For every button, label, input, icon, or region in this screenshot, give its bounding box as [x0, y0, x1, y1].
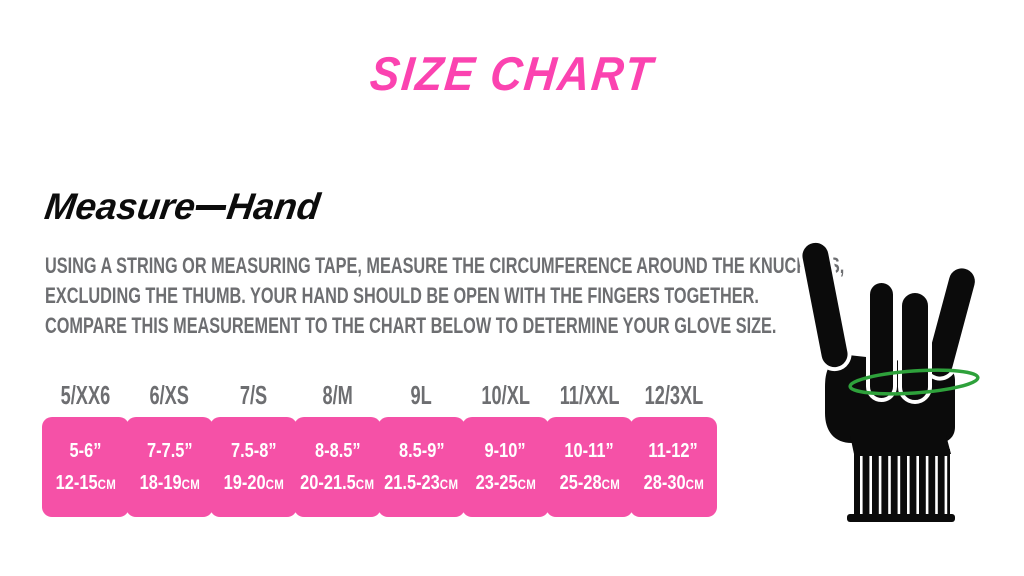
size-chart-table: 5/XX6 5-6” 12-15CM 6/XS 7-7.5” 18-19CM 7…	[42, 380, 717, 517]
brush-stroke-connector	[195, 205, 227, 210]
size-cell: 7.5-8” 19-20CM	[210, 417, 297, 517]
inches-range: 7.5-8”	[230, 439, 277, 462]
size-cell: 7-7.5” 18-19CM	[126, 417, 213, 517]
cuff-band	[847, 514, 955, 522]
pinky-finger	[922, 264, 979, 381]
size-label: 12/3XL	[644, 380, 703, 410]
size-label: 9L	[410, 380, 433, 410]
cuff-ribbing	[860, 456, 948, 515]
size-cell: 5-6” 12-15CM	[42, 417, 129, 517]
measure-hand-heading: Measure Hand	[42, 186, 323, 228]
cm-range: 20-21.5CM	[300, 471, 375, 494]
measure-hand-word-1: Measure	[42, 186, 199, 227]
inches-range: 5-6”	[69, 439, 102, 462]
index-finger	[798, 238, 852, 372]
size-cell: 8.5-9” 21.5-23CM	[378, 417, 465, 517]
size-label: 10/XL	[481, 380, 530, 410]
size-column-10xl: 10/XL 9-10” 23-25CM	[462, 380, 549, 517]
size-column-123xl: 12/3XL 11-12” 28-30CM	[630, 380, 717, 517]
instruction-line: EXCLUDING THE THUMB. YOUR HAND SHOULD BE…	[45, 283, 759, 308]
cm-range: 12-15CM	[55, 471, 116, 494]
instruction-line: USING A STRING OR MEASURING TAPE, MEASUR…	[45, 253, 845, 278]
inches-range: 8.5-9”	[398, 439, 445, 462]
measuring-instructions: USING A STRING OR MEASURING TAPE, MEASUR…	[45, 251, 845, 341]
instruction-line: COMPARE THIS MEASUREMENT TO THE CHART BE…	[45, 313, 777, 338]
measure-hand-word-2: Hand	[224, 186, 323, 227]
size-label: 8/M	[322, 380, 353, 410]
size-cell: 11-12” 28-30CM	[630, 417, 717, 517]
size-column-8m: 8/M 8-8.5” 20-21.5CM	[294, 380, 381, 517]
middle-finger-folded	[866, 279, 897, 402]
cm-range: 28-30CM	[643, 471, 704, 494]
size-column-11xxl: 11/XXL 10-11” 25-28CM	[546, 380, 633, 517]
inches-range: 7-7.5”	[146, 439, 193, 462]
size-cell: 9-10” 23-25CM	[462, 417, 549, 517]
cm-range: 19-20CM	[223, 471, 284, 494]
cm-range: 18-19CM	[139, 471, 200, 494]
measuring-string-icon	[848, 368, 980, 396]
size-column-9l: 9L 8.5-9” 21.5-23CM	[378, 380, 465, 517]
size-cell: 10-11” 25-28CM	[546, 417, 633, 517]
inches-range: 10-11”	[564, 439, 615, 462]
size-column-5xx6: 5/XX6 5-6” 12-15CM	[42, 380, 129, 517]
size-label: 7/S	[239, 380, 268, 410]
inches-range: 8-8.5”	[314, 439, 361, 462]
page-title: SIZE CHART	[367, 48, 657, 101]
size-cell: 8-8.5” 20-21.5CM	[294, 417, 381, 517]
cm-range: 23-25CM	[475, 471, 536, 494]
inches-range: 11-12”	[648, 439, 699, 462]
size-column-6xs: 6/XS 7-7.5” 18-19CM	[126, 380, 213, 517]
inches-range: 9-10”	[484, 439, 527, 462]
cm-range: 21.5-23CM	[384, 471, 459, 494]
size-label: 11/XXL	[559, 380, 620, 410]
size-label: 5/XX6	[60, 380, 111, 410]
glove-rock-hand-illustration-icon	[798, 238, 980, 522]
cm-range: 25-28CM	[559, 471, 620, 494]
size-label: 6/XS	[149, 380, 190, 410]
size-column-7s: 7/S 7.5-8” 19-20CM	[210, 380, 297, 517]
ring-finger-folded	[898, 289, 932, 404]
